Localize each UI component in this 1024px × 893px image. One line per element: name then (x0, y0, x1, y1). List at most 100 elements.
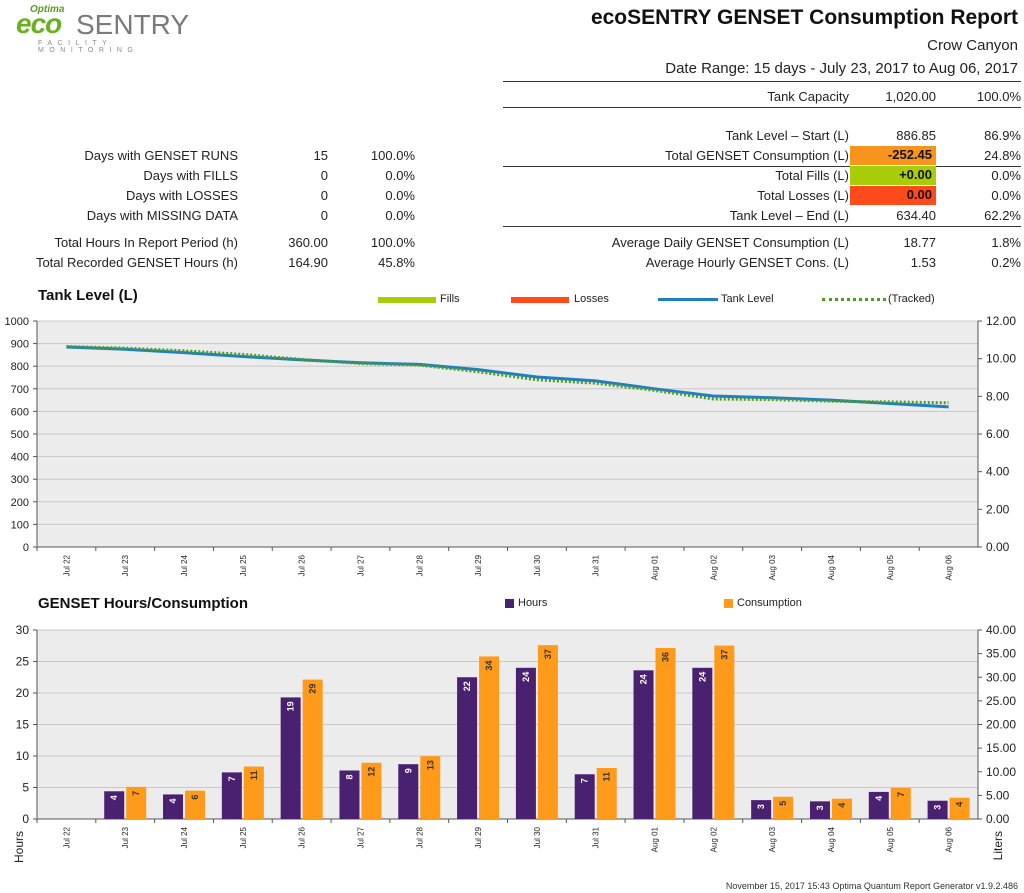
consumption-bar-label: 11 (249, 771, 259, 781)
losses-value-box: 0.00 (850, 186, 936, 205)
y2-tick-label: 8.00 (986, 389, 1010, 403)
consumption-bar-label: 11 (602, 772, 612, 782)
x-tick-label: Aug 03 (768, 826, 777, 852)
y-tick-label: 500 (11, 429, 29, 441)
hours-bar-label: 3 (756, 804, 766, 809)
summary-label: Total Hours In Report Period (h) (54, 235, 238, 250)
hours-bar-label: 22 (462, 681, 472, 691)
x-tick-label: Jul 27 (356, 826, 365, 848)
hours-bar-label: 7 (227, 776, 237, 781)
summary-pct: 0.0% (385, 208, 415, 223)
hours-bar (398, 764, 419, 819)
hours-bar-label: 4 (874, 796, 884, 801)
y2-tick-label: 2.00 (986, 502, 1010, 516)
avg-hourly-label: Average Hourly GENSET Cons. (L) (645, 255, 849, 270)
summary-value: 0 (320, 208, 328, 223)
legend-label-tank-level: Tank Level (721, 293, 774, 305)
y-tick-label: 5 (22, 781, 29, 795)
legend-swatch-fills (378, 297, 436, 303)
logo-tagline: FACILITY MONITORING (38, 40, 139, 54)
consumption-bar-label: 5 (778, 801, 788, 806)
tank-capacity-value: 1,020.00 (885, 89, 936, 104)
x-tick-label: Aug 02 (709, 826, 718, 852)
consumption-bar-label: 36 (661, 652, 671, 662)
tank-end-value: 634.40 (896, 208, 936, 223)
consumption-bar-label: 4 (955, 802, 965, 807)
x-tick-label: Aug 01 (651, 826, 660, 852)
hours-bar (221, 772, 242, 819)
header-rule (503, 81, 1021, 82)
consumption-bar-label: 4 (837, 803, 847, 808)
consumption-bar (361, 762, 382, 819)
legend-label-losses: Losses (574, 293, 609, 305)
consumption-bar (537, 645, 558, 819)
report-date-range: Date Range: 15 days - July 23, 2017 to A… (665, 60, 1018, 77)
avg-hourly-pct: 0.2% (991, 255, 1021, 270)
x-tick-label: Aug 05 (886, 826, 895, 852)
legend-label-consumption: Consumption (737, 597, 802, 609)
x-tick-label: Aug 04 (827, 554, 836, 580)
summary-pct: 100.0% (370, 148, 415, 163)
summary-label: Total Recorded GENSET Hours (h) (35, 255, 238, 270)
x-tick-label: Jul 31 (592, 826, 601, 848)
x-tick-label: Aug 06 (945, 554, 954, 580)
y2-tick-label: 10.00 (986, 352, 1016, 366)
y2-axis-label: Liters (991, 831, 1005, 860)
x-tick-label: Jul 23 (121, 554, 130, 576)
tank-start-pct: 86.9% (984, 128, 1021, 143)
fills-value: +0.00 (899, 167, 932, 182)
x-tick-label: Jul 26 (298, 826, 307, 848)
x-tick-label: Jul 22 (62, 554, 71, 576)
tank-end-pct: 62.2% (984, 208, 1021, 223)
legend-label-hours: Hours (518, 597, 548, 609)
y-tick-label: 800 (11, 361, 29, 373)
ecosentry-logo: Optima eco SENTRY FACILITY MONITORING (8, 4, 218, 54)
hours-bar (751, 800, 772, 819)
summary-pct: 0.0% (385, 168, 415, 183)
consumption-rule (503, 166, 1021, 167)
consumption-bar (831, 798, 852, 819)
consumption-bar (126, 786, 147, 819)
hours-bar (574, 774, 595, 819)
y2-tick-label: 4.00 (986, 465, 1010, 479)
logo-eco-text: eco (16, 8, 62, 39)
fills-value-box: +0.00 (850, 166, 936, 185)
x-tick-label: Jul 30 (533, 554, 542, 576)
summary-pct: 0.0% (385, 188, 415, 203)
summary-value: 164.90 (288, 255, 328, 270)
summary-value: 360.00 (288, 235, 328, 250)
summary-pct: 100.0% (370, 235, 415, 250)
consumption-bar-label: 7 (131, 791, 141, 796)
consumption-bar-label: 37 (719, 650, 729, 660)
hours-bar-label: 4 (109, 795, 119, 800)
avg-hourly-value: 1.53 (910, 255, 936, 270)
y2-tick-label: 12.00 (986, 314, 1016, 328)
hours-bar (104, 791, 125, 819)
x-tick-label: Aug 05 (886, 554, 895, 580)
avg-daily-value: 18.77 (903, 235, 936, 250)
x-tick-label: Jul 28 (415, 826, 424, 848)
x-tick-label: Jul 29 (474, 826, 483, 848)
hours-bar (515, 667, 536, 819)
consumption-bar (185, 790, 206, 819)
y-tick-label: 400 (11, 452, 29, 464)
legend-swatch-tracked (822, 298, 886, 301)
summary-value: 15 (313, 148, 328, 163)
x-tick-label: Jul 25 (239, 554, 248, 576)
tank-level-chart: 0 100 200 300 400 500 600 700 800 900 1000 0.00 2.00… (5, 314, 1017, 580)
hours-bar-label: 24 (639, 674, 649, 684)
summary-pct: 45.8% (378, 255, 415, 270)
x-tick-label: Jul 24 (180, 554, 189, 576)
report-title: ecoSENTRY GENSET Consumption Report (590, 6, 1018, 29)
x-tick-label: Jul 23 (121, 826, 130, 848)
y-tick-label: 700 (11, 384, 29, 396)
tank-start-value: 886.85 (896, 128, 936, 143)
consumption-bar-label: 34 (484, 660, 494, 670)
end-rule (503, 226, 1021, 227)
fills-label: Total Fills (L) (775, 168, 849, 183)
summary-value: 0 (320, 168, 328, 183)
consumption-value: -252.45 (887, 147, 932, 162)
y-tick-label: 0 (23, 542, 29, 554)
y-tick-label: 1000 (5, 316, 29, 328)
capacity-rule (503, 107, 1021, 108)
